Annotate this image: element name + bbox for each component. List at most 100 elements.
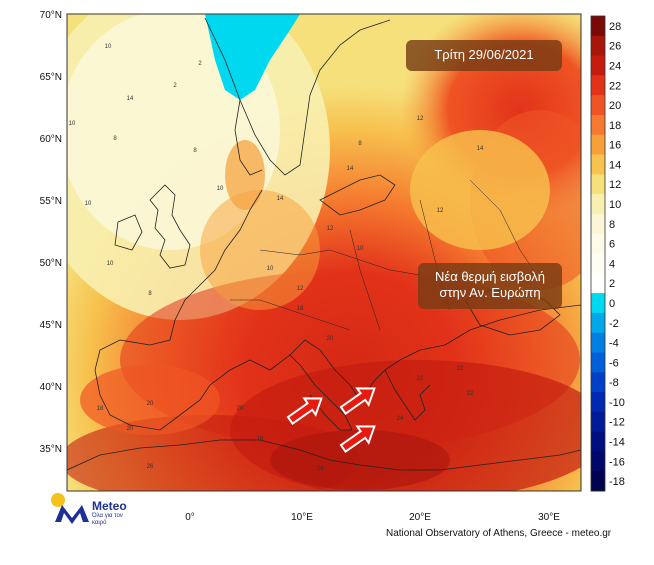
colorbar-swatch xyxy=(591,55,605,76)
longitude-label: 30°E xyxy=(538,512,560,523)
colorbar-label: 28 xyxy=(609,21,621,33)
contour-label: 12 xyxy=(417,116,424,122)
heat-arrows xyxy=(286,387,376,453)
arrow-icon xyxy=(339,387,376,415)
colorbar-swatch xyxy=(591,35,605,57)
longitude-labels: 0° 10°E 20°E 30°E xyxy=(185,512,560,523)
colorbar-swatch xyxy=(591,431,605,452)
map-frame xyxy=(66,13,582,492)
colorbar-swatch xyxy=(591,233,605,254)
colorbar-frame xyxy=(590,15,606,492)
colorbar-label: 10 xyxy=(609,199,621,211)
latitude-label: 35°N xyxy=(40,444,62,455)
colorbar-swatch xyxy=(591,293,605,314)
colorbar-swatch xyxy=(591,392,605,413)
contour-label: 20 xyxy=(327,336,334,342)
colorbar-label: 16 xyxy=(609,140,621,152)
latitude-label: 50°N xyxy=(40,258,62,269)
longitude-label: 0° xyxy=(185,512,195,523)
contour-label: 18 xyxy=(97,406,104,412)
contour-labels: 10 2 8 8 10 2 10 14 10 10 8 14 14 12 8 12 12 10 12 10 14 18 20… xyxy=(69,44,484,472)
contour-label: 14 xyxy=(347,166,354,172)
colorbar-swatch xyxy=(591,194,605,215)
colorbar-swatch xyxy=(591,154,605,175)
contour-label: 10 xyxy=(69,121,76,127)
colorbar-swatch xyxy=(591,134,605,156)
colorbar-label: -6 xyxy=(609,357,619,369)
colorbar-label: 4 xyxy=(609,258,615,270)
colorbar-label: 6 xyxy=(609,239,615,251)
longitude-label: 10°E xyxy=(291,512,313,523)
arrow-icon xyxy=(286,397,323,425)
colorbar-swatch xyxy=(591,213,605,235)
contour-label: 12 xyxy=(297,286,304,292)
date-label-box: Τρίτη 29/06/2021 xyxy=(406,40,562,71)
note-line-1: Νέα θερμή εισβολή xyxy=(435,269,545,284)
note-box: Νέα θερμή εισβολή στην Αν. Ευρώπη xyxy=(418,263,562,309)
logo-subtitle: Όλα για τον καιρό xyxy=(92,513,123,526)
colorbar-swatch xyxy=(591,114,605,136)
colorbar-label: -2 xyxy=(609,318,619,330)
coastlines xyxy=(67,17,581,471)
contour-label: 10 xyxy=(105,44,112,50)
temperature-field xyxy=(67,14,581,491)
colorbar-swatch xyxy=(591,471,605,492)
colorbar-label: 8 xyxy=(609,219,615,231)
contour-label: 16 xyxy=(257,436,264,442)
meteo-logo-icon xyxy=(51,493,89,524)
colorbar-label: -18 xyxy=(609,476,625,488)
latitude-label: 60°N xyxy=(40,134,62,145)
contour-label: 2 xyxy=(173,83,177,89)
contour-label: 14 xyxy=(277,196,284,202)
logo-text: Meteo xyxy=(92,499,127,513)
contour-label: 10 xyxy=(85,201,92,207)
colorbar-label: -4 xyxy=(609,338,619,350)
contour-label: 10 xyxy=(217,186,224,192)
latitude-labels: 70°N 65°N 60°N 55°N 50°N 45°N 40°N 35°N xyxy=(40,10,62,455)
contour-label: 10 xyxy=(107,261,114,267)
contour-label: 8 xyxy=(193,148,197,154)
contour-label: 24 xyxy=(397,416,404,422)
contour-label: 26 xyxy=(147,464,154,470)
latitude-label: 70°N xyxy=(40,10,62,21)
contour-label: 22 xyxy=(417,376,424,382)
colorbar-label: -14 xyxy=(609,437,625,449)
contour-label: 20 xyxy=(237,406,244,412)
latitude-label: 40°N xyxy=(40,382,62,393)
colorbar-swatch xyxy=(591,174,605,195)
colorbar-swatch xyxy=(591,253,605,274)
colorbar-label: 22 xyxy=(609,80,621,92)
note-line-2: στην Αν. Ευρώπη xyxy=(439,285,541,300)
colorbar-swatch xyxy=(591,372,605,393)
colorbar-label: 20 xyxy=(609,100,621,112)
longitude-label: 20°E xyxy=(409,512,431,523)
contour-label: 24 xyxy=(317,466,324,472)
contour-label: 14 xyxy=(477,146,484,152)
cold-anomaly xyxy=(205,14,300,100)
colorbar-label: -8 xyxy=(609,377,619,389)
colorbar-swatch xyxy=(591,273,605,294)
colorbar-swatch xyxy=(591,75,605,96)
colorbar-label: 18 xyxy=(609,120,621,132)
contour-label: 12 xyxy=(437,208,444,214)
colorbar-label: 14 xyxy=(609,159,621,171)
colorbar-label: -10 xyxy=(609,397,625,409)
contour-label: 18 xyxy=(297,306,304,312)
contour-label: 10 xyxy=(267,266,274,272)
contour-label: 2 xyxy=(198,61,202,67)
contour-label: 8 xyxy=(148,291,152,297)
contour-label: 20 xyxy=(147,401,154,407)
contour-label: 22 xyxy=(457,366,464,372)
colorbar-label: 0 xyxy=(609,298,615,310)
colorbar-swatch xyxy=(591,411,605,433)
colorbar-swatch xyxy=(591,312,605,334)
credit-text: National Observatory of Athens, Greece -… xyxy=(386,528,612,539)
arrow-icon xyxy=(339,425,376,453)
contour-label: 20 xyxy=(127,426,134,432)
colorbar-label: -12 xyxy=(609,417,625,429)
date-label: Τρίτη 29/06/2021 xyxy=(434,47,534,62)
contour-label: 8 xyxy=(358,141,362,147)
colorbar-label: -16 xyxy=(609,456,625,468)
